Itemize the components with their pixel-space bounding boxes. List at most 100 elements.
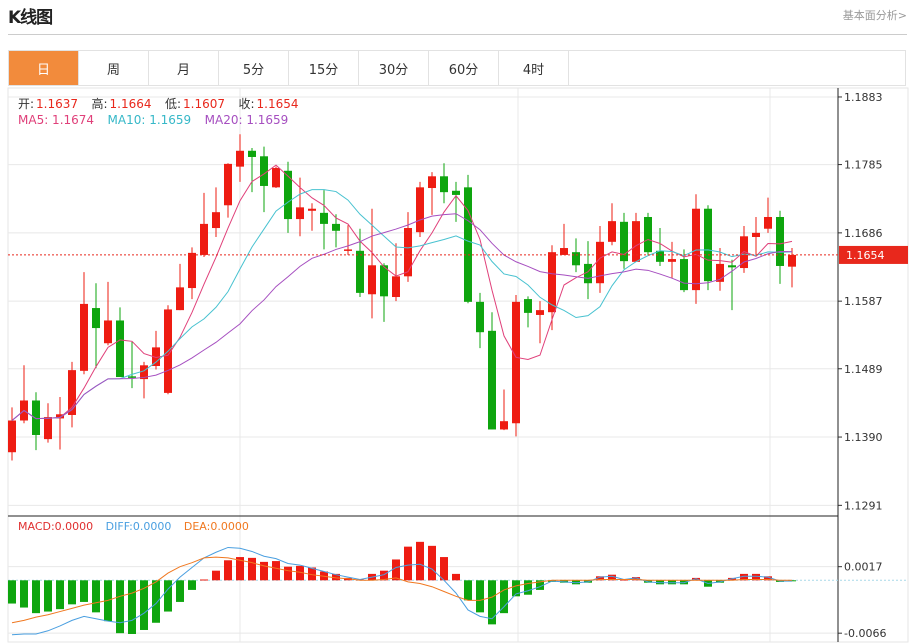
candle (440, 163, 448, 204)
tab-week[interactable]: 周 (79, 51, 149, 85)
price-tick-label: 1.1390 (844, 431, 883, 444)
tab-4hour[interactable]: 4时 (499, 51, 569, 85)
candle-body (560, 248, 568, 255)
candle (644, 212, 652, 255)
candle (188, 247, 196, 300)
tab-60min[interactable]: 60分 (429, 51, 499, 85)
ma-legend: MA5: 1.1674 MA10: 1.1659 MA20: 1.1659 (18, 113, 290, 127)
macd-bar (128, 580, 136, 634)
page-title: K线图 (8, 8, 53, 28)
candle-body (284, 170, 292, 220)
price-tick-label: 1.1489 (844, 363, 883, 376)
macd-legend-value: MACD:0.0000 (18, 520, 94, 533)
macd-bar (428, 545, 436, 581)
candle-body (440, 176, 448, 193)
candle (344, 225, 352, 255)
ma5-legend: MA5: 1.1674 (18, 113, 95, 127)
macd-bar (284, 566, 292, 581)
tab-15min[interactable]: 15分 (289, 51, 359, 85)
candle-body (764, 216, 772, 229)
candle-body (728, 265, 736, 268)
macd-bar (488, 580, 496, 625)
candle-body (536, 310, 544, 315)
candle-body (224, 163, 232, 206)
candle (476, 292, 484, 349)
candle-body (656, 250, 664, 262)
candle-body (464, 187, 472, 302)
fundamental-analysis-link[interactable]: 基本面分析> (842, 9, 907, 22)
candle (728, 259, 736, 311)
macd-bar (608, 574, 616, 581)
candle-body (620, 221, 628, 262)
macd-bar (260, 561, 268, 581)
candle-body (92, 308, 100, 329)
candle (368, 208, 376, 319)
ma5-line (11, 164, 793, 421)
ma10-legend: MA10: 1.1659 (107, 113, 192, 127)
price-tick-label: 1.1785 (844, 159, 883, 172)
macd-bar (56, 580, 64, 610)
candle-body (524, 299, 532, 313)
candle (524, 296, 532, 328)
tab-30min[interactable]: 30分 (359, 51, 429, 85)
candle (416, 181, 424, 238)
chart-frame (7, 87, 909, 643)
macd-bar (164, 580, 172, 612)
candle-body (128, 376, 136, 378)
candle (248, 148, 256, 193)
macd-bar (632, 577, 640, 581)
candle-body (56, 414, 64, 419)
candle (104, 281, 112, 346)
low-label: 低: (165, 97, 182, 111)
macd-bar (536, 580, 544, 590)
candle (152, 330, 160, 370)
macd-bar (140, 580, 148, 630)
candle (140, 361, 148, 399)
period-tabs: 日 周 月 5分 15分 30分 60分 4时 (8, 50, 906, 86)
high-label: 高: (91, 97, 108, 111)
candle-body (752, 232, 760, 238)
candle-body (296, 207, 304, 220)
candle-body (152, 347, 160, 366)
candle-body (308, 208, 316, 211)
last-price-badge (839, 245, 908, 264)
dea-legend-value: DEA:0.0000 (183, 520, 249, 533)
candle (692, 194, 700, 304)
candle (260, 146, 268, 213)
tab-day[interactable]: 日 (9, 51, 79, 85)
candle-body (104, 320, 112, 344)
macd-bar (392, 559, 400, 581)
candle (44, 403, 52, 443)
candle (20, 365, 28, 424)
candle-body (644, 216, 652, 253)
macd-tick-label: -0.0066 (844, 627, 886, 640)
candle-body (596, 241, 604, 284)
candle-body (80, 303, 88, 371)
macd-bar (308, 567, 316, 581)
tab-5min[interactable]: 5分 (219, 51, 289, 85)
candle (92, 283, 100, 369)
macd-bar (80, 580, 88, 602)
tab-month[interactable]: 月 (149, 51, 219, 85)
candle-body (668, 259, 676, 262)
candle (32, 392, 40, 451)
candle-body (248, 150, 256, 157)
candle-body (512, 301, 520, 424)
candle (548, 245, 556, 331)
candle-body (200, 223, 208, 255)
ma20-line (11, 213, 793, 421)
candle (668, 241, 676, 279)
macd-bar (512, 580, 520, 597)
macd-bar (404, 546, 412, 581)
candle-body (236, 150, 244, 167)
candle (224, 163, 232, 218)
candle (296, 177, 304, 237)
candle (584, 241, 592, 300)
dea-line (11, 556, 792, 624)
candle-body (32, 400, 40, 435)
candle (740, 225, 748, 273)
candle-body (140, 365, 148, 380)
candle (464, 174, 472, 304)
candle (788, 248, 796, 288)
